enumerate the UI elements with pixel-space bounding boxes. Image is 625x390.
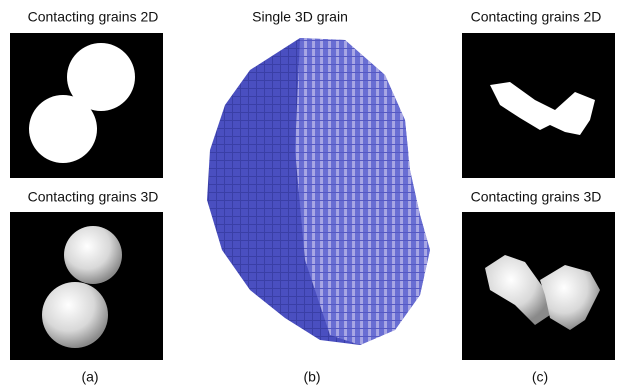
panel-label: (c) xyxy=(532,369,548,385)
grain-3d xyxy=(64,226,122,284)
grain-2d xyxy=(29,95,97,163)
grain-3d xyxy=(42,282,108,348)
panel-title: Single 3D grain xyxy=(252,9,348,25)
panel-label: (a) xyxy=(81,369,98,385)
panel-title: Contacting grains 2D xyxy=(28,9,159,25)
figure: Contacting grains 2D Contacting grains 3… xyxy=(0,0,625,390)
panel-title: Contacting grains 2D xyxy=(471,9,602,25)
panel-label: (b) xyxy=(303,369,320,385)
panel-title: Contacting grains 3D xyxy=(28,189,159,205)
panel-title: Contacting grains 3D xyxy=(471,189,602,205)
